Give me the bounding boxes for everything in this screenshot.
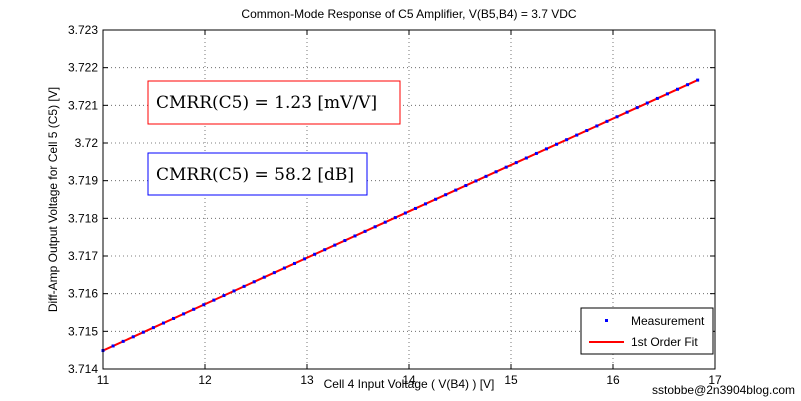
measurement-point (464, 184, 468, 188)
measurement-point (413, 206, 417, 210)
measurement-point (172, 316, 176, 320)
measurement-point (303, 257, 307, 261)
x-tick-label: 16 (606, 373, 620, 387)
measurement-point (635, 106, 639, 110)
measurement-point (141, 330, 145, 334)
annotation-cmrr-db: CMRR(C5) = 58.2 [dB] (147, 152, 368, 196)
measurement-point (524, 156, 528, 160)
y-tick-label: 3.723 (68, 23, 98, 37)
legend-marker-measurement (605, 319, 608, 322)
measurement-point (696, 78, 700, 82)
measurement-point (585, 129, 589, 133)
annotation-cmrr-mv: CMRR(C5) = 1.23 [mV/V] (147, 80, 401, 125)
annotation-cmrr-db-box (147, 152, 368, 196)
measurement-point (242, 284, 246, 288)
ticks: 11 12 13 14 15 16 17 3.714 3.715 3.716 3.717 3.718 3… (68, 23, 722, 387)
y-tick-label: 3.719 (68, 174, 98, 188)
y-tick-label: 3.715 (68, 324, 98, 338)
measurement-point (454, 188, 458, 192)
measurement-point (514, 161, 518, 165)
legend-box (580, 307, 714, 355)
y-tick-label: 3.718 (68, 211, 98, 225)
y-tick-label: 3.722 (68, 61, 98, 75)
y-tick-label: 3.72 (75, 136, 99, 150)
annotation-cmrr-mv-box (147, 80, 401, 125)
measurement-point (434, 197, 438, 201)
measurement-point (575, 133, 579, 137)
measurement-point (353, 234, 357, 238)
measurement-point (444, 193, 448, 197)
measurement-point (151, 326, 155, 330)
y-tick-label: 3.717 (68, 249, 98, 263)
annotation-cmrr-db-text: CMRR(C5) = 58.2 [dB] (156, 165, 354, 185)
measurement-point (121, 339, 125, 343)
measurement-point (625, 110, 629, 114)
measurement-point (212, 298, 216, 302)
y-axis-label: Diff-Amp Output Voltage for Cell 5 (C5) … (46, 87, 60, 312)
x-tick-label: 11 (97, 373, 110, 387)
measurement-point (555, 142, 559, 146)
measurement-point (645, 101, 649, 105)
annotation-cmrr-mv-text: CMRR(C5) = 1.23 [mV/V] (156, 93, 377, 113)
measurement-point (343, 239, 347, 243)
measurement-point (161, 321, 165, 325)
measurement-point (363, 229, 367, 233)
measurement-point (494, 170, 498, 174)
measurement-point (424, 202, 428, 206)
measurement-point (595, 124, 599, 128)
measurement-point (534, 151, 538, 155)
measurement-point (323, 248, 327, 252)
chart-title: Common-Mode Response of C5 Amplifier, V(… (241, 7, 576, 21)
y-tick-label: 3.716 (68, 287, 98, 301)
x-axis-label: Cell 4 Input Voltage ( V(B4) ) [V] (324, 377, 495, 391)
measurement-point (383, 220, 387, 224)
measurement-point (333, 243, 337, 247)
measurement-point (192, 307, 196, 311)
measurement-point (293, 261, 297, 265)
measurement-point (313, 252, 317, 256)
legend-label-fit: 1st Order Fit (631, 335, 698, 349)
y-tick-label: 3.721 (68, 98, 98, 112)
measurement-point (605, 119, 609, 123)
measurement-point (282, 266, 286, 270)
y-tick-label: 3.714 (68, 362, 98, 376)
measurement-point (393, 216, 397, 220)
measurement-point (686, 83, 690, 87)
measurement-point (272, 271, 276, 275)
measurement-point (474, 179, 478, 183)
x-tick-label: 14 (402, 373, 416, 387)
measurement-point (262, 275, 266, 279)
x-tick-label: 12 (198, 373, 212, 387)
series-layer (101, 78, 700, 353)
measurement-point (232, 289, 236, 293)
measurement-point (111, 344, 115, 348)
measurement-point (655, 96, 659, 100)
measurement-point (484, 174, 488, 178)
measurement-point (222, 294, 226, 298)
legend-label-measurement: Measurement (631, 314, 705, 328)
measurement-point (565, 138, 569, 142)
measurement-point (544, 147, 548, 151)
measurement-point (182, 312, 186, 316)
x-tick-label: 17 (708, 373, 722, 387)
x-tick-label: 13 (300, 373, 314, 387)
measurement-point (202, 303, 206, 307)
measurement-point (665, 92, 669, 96)
measurement-point (373, 225, 377, 229)
x-tick-label: 15 (504, 373, 518, 387)
series-fit-line (102, 79, 699, 352)
measurement-point (252, 280, 256, 284)
measurement-point (131, 335, 135, 339)
measurement-point (676, 87, 680, 91)
measurement-point (403, 211, 407, 215)
watermark: sstobbe@2n3904blog.com (652, 383, 795, 397)
measurement-point (615, 115, 619, 119)
legend: Measurement 1st Order Fit (580, 307, 714, 355)
measurement-point (504, 165, 508, 169)
